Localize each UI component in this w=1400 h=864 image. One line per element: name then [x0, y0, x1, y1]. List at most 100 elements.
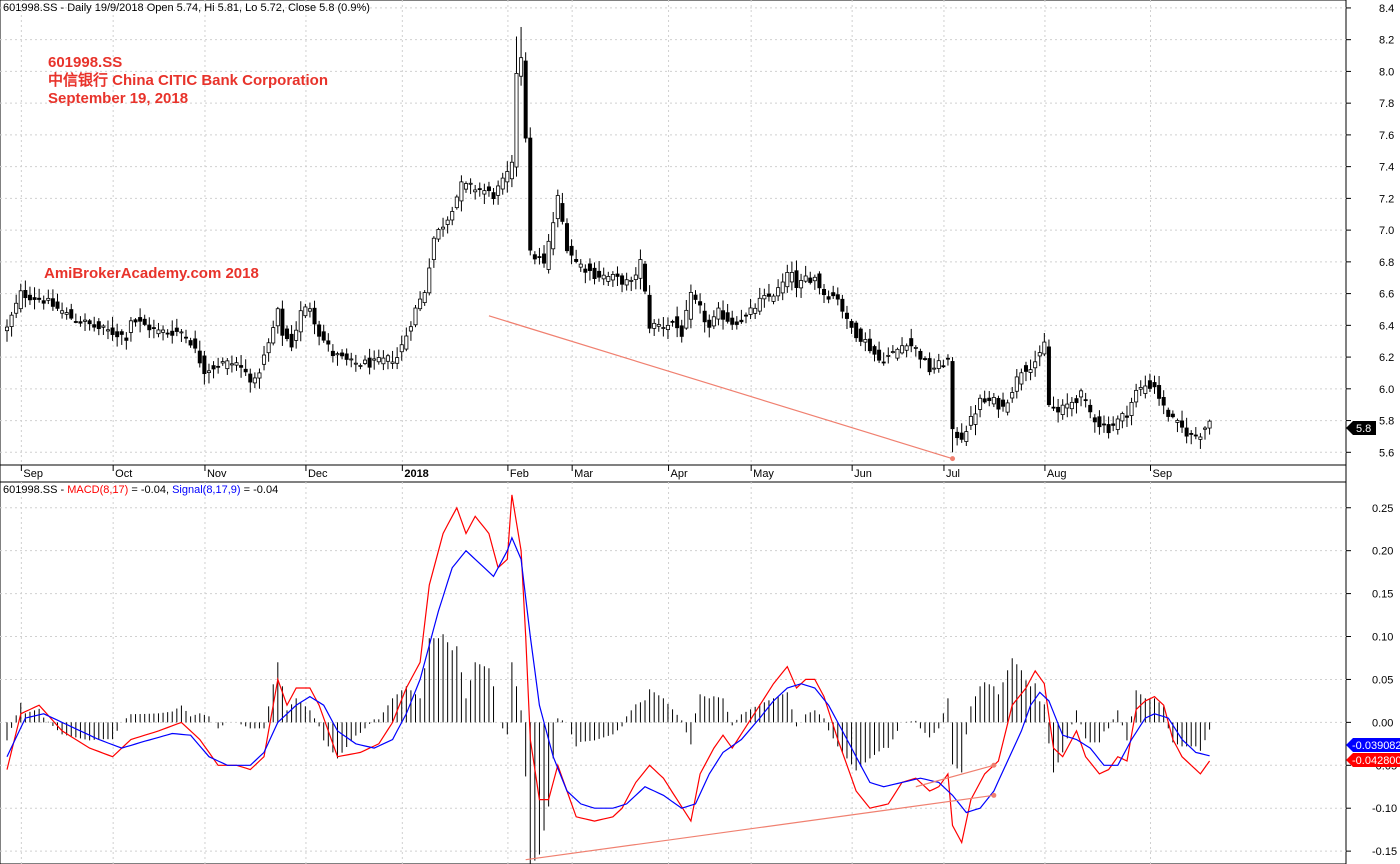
candle-body	[716, 307, 721, 320]
candle-body	[606, 276, 611, 282]
candle-body	[156, 329, 161, 335]
candle-body	[184, 336, 189, 339]
macd-ytick-label-8: 0.25	[1372, 503, 1393, 515]
candle-body	[284, 328, 289, 339]
candle-body	[711, 316, 716, 327]
month-axis: Sep Oct Nov Dec 2018 Feb Mar Apr May Jun Jul Aug Sep	[0, 464, 1347, 483]
candle-body	[174, 327, 179, 332]
macd-trendline-0	[525, 794, 994, 861]
macd-trendlines	[525, 762, 997, 861]
candle-body	[803, 275, 808, 282]
candle-body	[1106, 424, 1111, 434]
candle-body	[491, 192, 496, 200]
candle-body	[1019, 372, 1024, 385]
candle-body	[321, 331, 326, 341]
candle-body	[528, 137, 533, 251]
candle-body	[358, 365, 363, 367]
candle-body	[1051, 406, 1056, 409]
month-label-6: Mar	[574, 468, 593, 480]
candle-body	[941, 365, 946, 368]
candle-body	[1056, 406, 1061, 413]
candle-body	[785, 272, 790, 288]
candle-body	[739, 319, 744, 323]
candle-body	[743, 314, 748, 317]
candle-body	[771, 295, 776, 302]
candle-body	[936, 360, 941, 369]
candle-body	[1028, 369, 1033, 373]
price-candles	[5, 26, 1212, 453]
candle-body	[408, 326, 413, 332]
last-price-badge-shape	[1346, 421, 1376, 435]
candle-body	[275, 308, 280, 327]
price-ytick-label-14: 8.4	[1379, 3, 1394, 15]
candle-body	[629, 279, 634, 282]
candle-body	[165, 332, 170, 335]
candle-body	[395, 357, 400, 364]
candle-body	[133, 319, 138, 323]
macd-header: 601998.SS - MACD(8,17) = -0.04, Signal(8…	[3, 484, 278, 496]
candle-body	[46, 297, 51, 301]
candle-body	[849, 321, 854, 328]
candle-body	[615, 273, 620, 277]
candle-body	[913, 347, 918, 349]
candle-body	[509, 161, 514, 180]
candle-body	[748, 307, 753, 315]
candle-body	[808, 277, 813, 283]
candle-body	[142, 318, 147, 325]
candle-body	[64, 312, 69, 315]
candle-body	[578, 263, 583, 268]
candle-body	[610, 274, 615, 281]
macd-header-macd-value: = -0.04,	[128, 484, 172, 496]
candle-body	[459, 181, 464, 202]
candle-body	[633, 274, 638, 281]
candle-body	[505, 171, 510, 183]
candle-body	[376, 357, 381, 363]
candle-body	[436, 229, 441, 240]
candle-body	[427, 267, 432, 294]
candle-body	[624, 279, 629, 286]
macd-ytick-label-5: 0.10	[1372, 632, 1393, 644]
candle-body	[789, 272, 794, 283]
candle-body	[271, 327, 276, 344]
price-ytick-label-6: 6.8	[1379, 257, 1394, 269]
candle-body	[69, 309, 74, 319]
candle-body	[523, 60, 528, 139]
candle-body	[656, 324, 661, 327]
candle-body	[60, 310, 65, 314]
macd-panel[interactable]: -0.15-0.10-0.050.000.050.100.150.200.25 …	[0, 481, 1400, 864]
candle-body	[119, 331, 124, 335]
price-panel[interactable]: 5.6 5.8 6.0 6.2 6.4 6.6 6.8 7.0 7.2 7.4 7.6 7.8 8.0 8…	[0, 0, 1394, 466]
candle-body	[978, 397, 983, 410]
candle-body	[1152, 382, 1157, 388]
price-ytick-label-0: 5.6	[1379, 447, 1394, 459]
candle-body	[766, 293, 771, 297]
candle-body	[234, 362, 239, 366]
candle-body	[1129, 402, 1134, 416]
candle-body	[87, 320, 92, 325]
candle-body	[776, 287, 781, 297]
candle-body	[418, 298, 423, 310]
candle-body	[1065, 403, 1070, 409]
candle-body	[298, 310, 303, 333]
candle-body	[950, 361, 955, 430]
candle-body	[1147, 380, 1152, 389]
candle-body	[317, 324, 322, 337]
candle-body	[1001, 399, 1006, 407]
candle-body	[216, 365, 221, 368]
candle-body	[1138, 387, 1143, 390]
candle-body	[1124, 415, 1129, 418]
month-label-3: Dec	[308, 468, 328, 480]
candle-body	[1069, 401, 1074, 410]
candle-body	[620, 275, 625, 285]
price-y-axis: 5.6 5.8 6.0 6.2 6.4 6.6 6.8 7.0 7.2 7.4 7.6 7.8 8.0 8…	[1346, 3, 1394, 459]
candle-body	[312, 307, 317, 325]
candle-body	[693, 294, 698, 300]
candle-body	[1207, 420, 1212, 429]
month-label-9: Jun	[854, 468, 872, 480]
candle-body	[1079, 390, 1084, 398]
macd-header-signal-value: = -0.04	[241, 484, 279, 496]
candle-body	[188, 340, 193, 346]
candle-body	[390, 361, 395, 364]
candle-body	[55, 301, 60, 309]
candle-body	[546, 240, 551, 270]
